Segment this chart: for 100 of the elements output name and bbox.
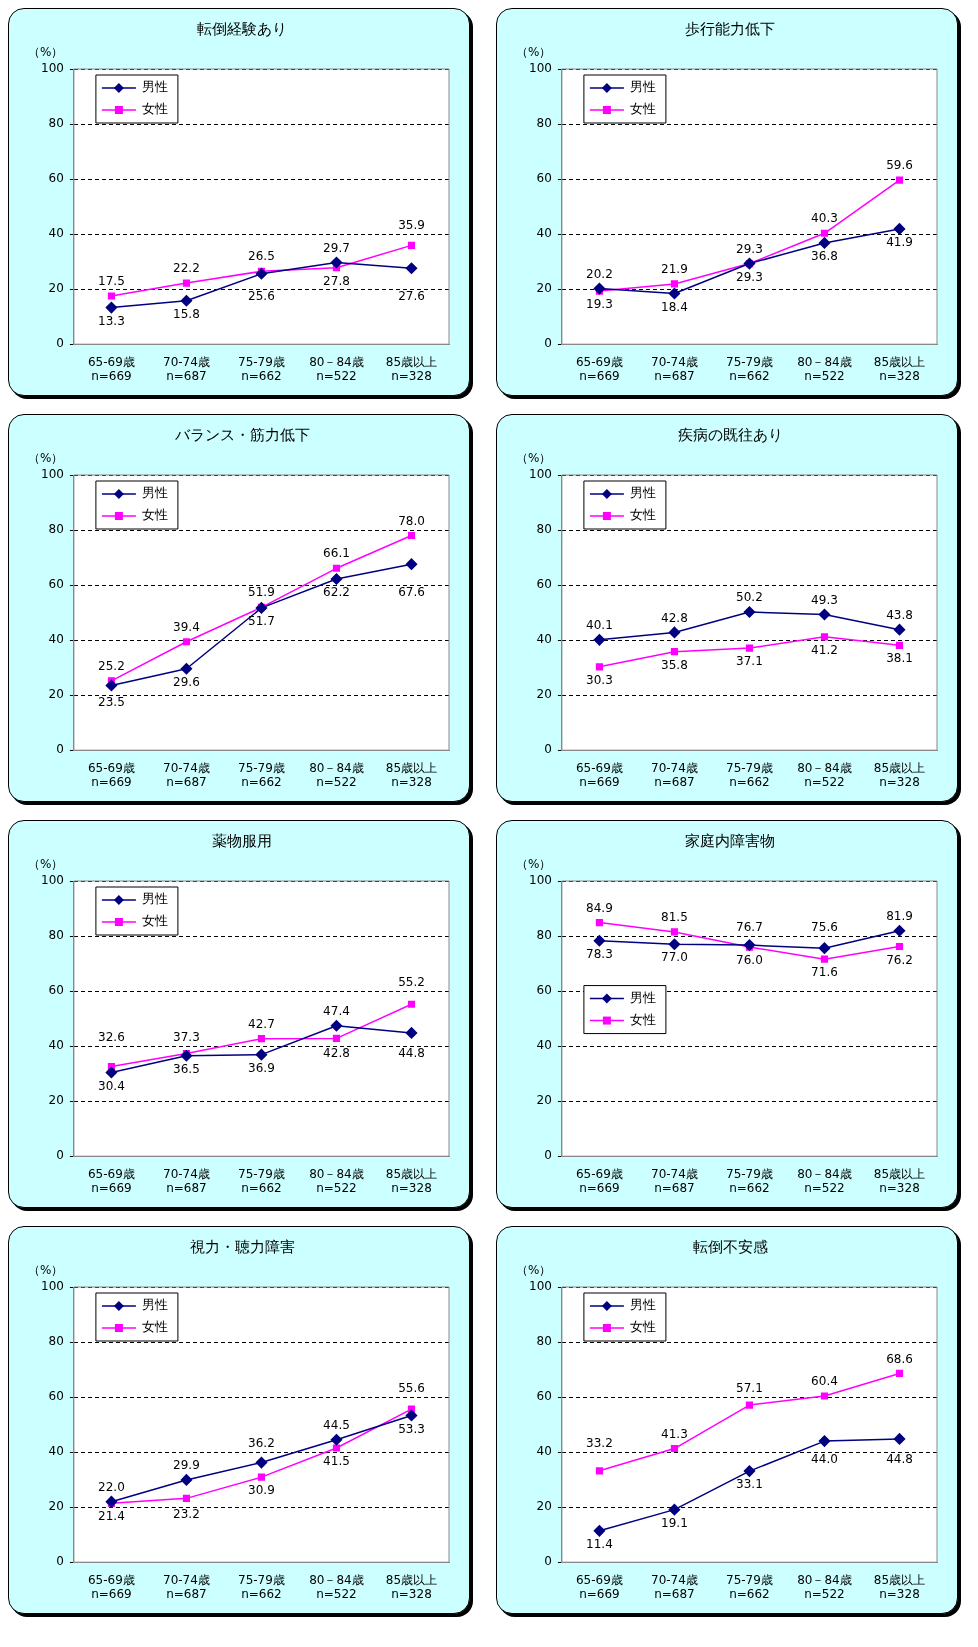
legend-label: 女性 <box>629 101 656 117</box>
x-tick-label: 65-69歳 n=669 <box>575 1166 623 1195</box>
data-label: 21.9 <box>661 262 688 277</box>
x-tick-label: 75-79歳 n=662 <box>726 354 773 383</box>
data-label: 41.2 <box>811 642 838 657</box>
x-tick-label: 70-74歳 n=687 <box>651 354 698 383</box>
data-label: 37.3 <box>173 1030 200 1045</box>
data-label: 78.0 <box>398 513 425 528</box>
y-tick-label: 0 <box>56 336 64 351</box>
data-label: 18.4 <box>661 299 688 314</box>
y-tick-label: 20 <box>536 281 552 296</box>
data-label: 71.6 <box>811 965 838 980</box>
x-tick-label: 85歳以上 n=328 <box>873 760 926 789</box>
data-label: 25.2 <box>98 658 125 673</box>
data-label: 76.0 <box>736 953 763 968</box>
data-label: 75.6 <box>811 920 838 935</box>
y-axis-title: （%） <box>27 1263 64 1278</box>
y-tick-label: 100 <box>529 1279 552 1294</box>
x-tick-label: 75-79歳 n=662 <box>238 1572 285 1601</box>
y-tick-label: 0 <box>544 1148 552 1163</box>
y-tick-label: 0 <box>544 336 552 351</box>
data-label: 29.6 <box>173 674 200 689</box>
y-axis-title: （%） <box>27 451 64 466</box>
y-tick-label: 60 <box>48 577 64 592</box>
y-tick-label: 100 <box>529 873 552 888</box>
y-tick-label: 60 <box>536 1389 552 1404</box>
data-label: 68.6 <box>886 1351 913 1366</box>
x-tick-label: 75-79歳 n=662 <box>238 760 285 789</box>
data-label: 81.5 <box>661 910 688 925</box>
y-tick-label: 40 <box>48 1038 64 1053</box>
y-tick-label: 60 <box>48 171 64 186</box>
data-label: 43.8 <box>886 607 913 622</box>
x-tick-label: 75-79歳 n=662 <box>726 760 773 789</box>
data-label: 33.2 <box>586 1436 613 1451</box>
legend-label: 男性 <box>629 1297 656 1313</box>
y-tick-label: 60 <box>536 983 552 998</box>
y-tick-label: 60 <box>48 983 64 998</box>
y-tick-label: 20 <box>48 281 64 296</box>
x-tick-label: 65-69歳 n=669 <box>87 760 135 789</box>
x-tick-label: 80－84歳 n=522 <box>309 1166 364 1195</box>
x-tick-label: 65-69歳 n=669 <box>87 1166 135 1195</box>
y-tick-label: 80 <box>536 116 552 131</box>
x-tick-label: 75-79歳 n=662 <box>238 1166 285 1195</box>
data-label: 41.5 <box>323 1454 350 1469</box>
legend-label: 女性 <box>629 1011 656 1027</box>
y-tick-label: 80 <box>48 1334 64 1349</box>
legend-label: 男性 <box>629 485 656 501</box>
y-tick-label: 20 <box>48 1499 64 1514</box>
data-label: 51.9 <box>248 585 275 600</box>
data-label: 44.0 <box>811 1452 838 1467</box>
data-label: 36.9 <box>248 1060 275 1075</box>
legend-label: 女性 <box>629 507 656 523</box>
y-tick-label: 0 <box>56 1148 64 1163</box>
y-tick-label: 0 <box>56 742 64 757</box>
y-axis-title: （%） <box>515 1263 552 1278</box>
data-label: 22.2 <box>173 261 200 276</box>
data-label: 36.8 <box>811 249 838 264</box>
y-tick-label: 100 <box>529 467 552 482</box>
y-tick-label: 40 <box>536 226 552 241</box>
legend-label: 女性 <box>141 507 168 523</box>
y-tick-label: 40 <box>48 632 64 647</box>
data-label: 19.3 <box>586 297 613 312</box>
data-label: 44.8 <box>886 1452 913 1467</box>
x-tick-label: 70-74歳 n=687 <box>651 1572 698 1601</box>
y-tick-label: 80 <box>48 116 64 131</box>
data-label: 29.3 <box>736 269 763 284</box>
data-label: 30.3 <box>586 672 613 687</box>
x-tick-label: 85歳以上 n=328 <box>385 354 438 383</box>
data-label: 38.1 <box>886 651 913 666</box>
data-label: 44.5 <box>323 1417 350 1432</box>
x-tick-label: 70-74歳 n=687 <box>163 1166 210 1195</box>
x-tick-label: 75-79歳 n=662 <box>726 1572 773 1601</box>
x-tick-label: 70-74歳 n=687 <box>651 760 698 789</box>
data-label: 23.5 <box>98 695 125 710</box>
data-label: 51.7 <box>248 614 275 629</box>
data-label: 30.4 <box>98 1078 125 1093</box>
x-tick-label: 85歳以上 n=328 <box>385 760 438 789</box>
legend-label: 男性 <box>141 79 168 95</box>
x-tick-label: 65-69歳 n=669 <box>575 760 623 789</box>
data-label: 50.2 <box>736 590 763 605</box>
x-tick-label: 75-79歳 n=662 <box>726 1166 773 1195</box>
data-label: 81.9 <box>886 908 913 923</box>
y-tick-label: 40 <box>536 1038 552 1053</box>
x-tick-label: 85歳以上 n=328 <box>873 1572 926 1601</box>
legend-label: 男性 <box>141 485 168 501</box>
y-tick-label: 20 <box>48 687 64 702</box>
data-label: 36.2 <box>248 1436 275 1451</box>
data-label: 35.8 <box>661 657 688 672</box>
data-label: 55.6 <box>398 1381 425 1396</box>
data-label: 32.6 <box>98 1030 125 1045</box>
data-label: 42.8 <box>323 1046 350 1061</box>
y-tick-label: 80 <box>536 928 552 943</box>
y-tick-label: 0 <box>56 1554 64 1569</box>
x-tick-label: 70-74歳 n=687 <box>163 354 210 383</box>
y-tick-label: 40 <box>536 632 552 647</box>
chart-title: 視力・聴力障害 <box>189 1237 295 1256</box>
data-label: 29.7 <box>323 240 350 255</box>
y-tick-label: 20 <box>536 1093 552 1108</box>
data-label: 27.8 <box>323 273 350 288</box>
legend-label: 男性 <box>629 989 656 1005</box>
